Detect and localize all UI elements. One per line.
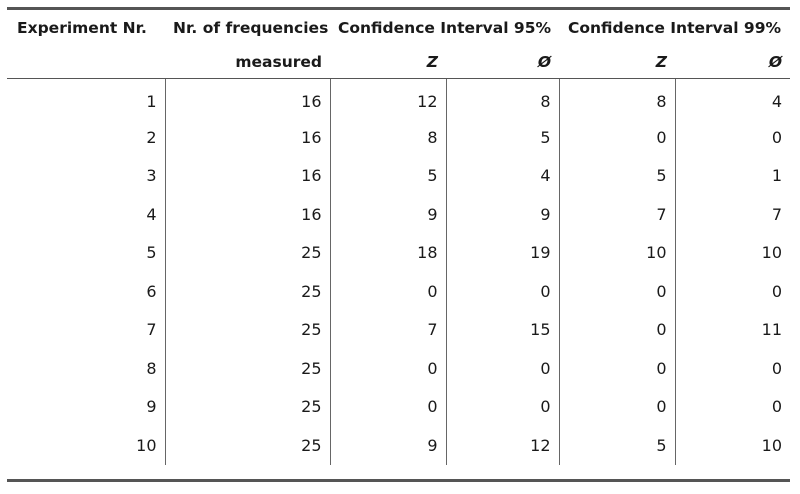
cell-z95: 9	[330, 426, 447, 465]
cell-phi95: 4	[446, 156, 560, 195]
cell-phi95: 12	[446, 426, 560, 465]
cell-phi95: 0	[446, 349, 560, 388]
cell-frequencies: 25	[165, 233, 331, 272]
table-row: 10 25 9 12 5 10	[7, 426, 790, 465]
table-row: 7 25 7 15 0 11	[7, 310, 790, 349]
cell-phi95: 0	[446, 387, 560, 426]
cell-z99: 5	[559, 426, 676, 465]
table-row: 4 16 9 9 7 7	[7, 195, 790, 234]
cell-phi99: 4	[771, 92, 782, 111]
cell-phi99: 11	[761, 320, 782, 340]
cell-phi99: 0	[771, 358, 782, 378]
bottom-rule	[7, 478, 790, 482]
cell-experiment: 1	[7, 78, 166, 118]
cell-experiment: 9	[7, 387, 166, 426]
experiment-table: Experiment Nr. Nr. of frequencies Confid…	[7, 10, 790, 465]
header-phi99: Ø	[675, 45, 790, 79]
table-row: 5 25 18 19 10 10	[7, 233, 790, 272]
header-z95: Z	[330, 45, 446, 79]
cell-z99: 8	[559, 78, 676, 118]
cell-frequencies: 25	[165, 349, 331, 388]
cell-z99: 5	[559, 156, 676, 195]
cell-experiment: 5	[7, 233, 166, 272]
cell-experiment: 7	[7, 310, 166, 349]
cell-z99: 10	[559, 233, 676, 272]
table-row: 1 16 12 8 8 4	[7, 78, 790, 118]
table-row: 3 16 5 4 5 1	[7, 156, 790, 195]
cell-phi99: 0	[771, 281, 782, 301]
cell-phi95: 19	[446, 233, 560, 272]
cell-z95: 0	[330, 272, 447, 311]
cell-z95: 5	[330, 156, 447, 195]
cell-experiment: 10	[7, 426, 166, 465]
table-row: 9 25 0 0 0 0	[7, 387, 790, 426]
cell-frequencies: 16	[165, 118, 331, 157]
cell-experiment: 8	[7, 349, 166, 388]
cell-z95: 7	[330, 310, 447, 349]
cell-frequencies: 16	[165, 156, 331, 195]
cell-z99: 7	[559, 195, 676, 234]
header-ci95: Confidence Interval 95%	[338, 18, 552, 37]
cell-z95: 0	[330, 387, 447, 426]
header-phi95: Ø	[446, 45, 559, 79]
cell-experiment: 2	[7, 118, 166, 157]
cell-z95: 12	[330, 78, 447, 118]
table-row: 2 16 8 5 0 0	[7, 118, 790, 157]
header-z99: Z	[559, 45, 675, 79]
cell-experiment: 3	[7, 156, 166, 195]
cell-phi99: 7	[771, 204, 782, 224]
cell-z95: 0	[330, 349, 447, 388]
cell-experiment: 4	[7, 195, 166, 234]
cell-z99: 0	[559, 387, 676, 426]
cell-z95: 9	[330, 195, 447, 234]
header-row-2: measured Z Ø Z Ø	[7, 45, 790, 79]
cell-frequencies: 16	[165, 78, 331, 118]
cell-frequencies: 25	[165, 310, 331, 349]
header-frequencies-line1: Nr. of frequencies	[173, 18, 329, 37]
table-row: 6 25 0 0 0 0	[7, 272, 790, 311]
cell-z99: 0	[559, 272, 676, 311]
table-row: 8 25 0 0 0 0	[7, 349, 790, 388]
cell-phi99: 0	[771, 127, 782, 147]
cell-frequencies: 25	[165, 272, 331, 311]
cell-phi95: 8	[446, 78, 560, 118]
cell-z99: 0	[559, 349, 676, 388]
cell-phi99: 10	[761, 435, 782, 455]
cell-phi95: 0	[446, 272, 560, 311]
cell-phi95: 5	[446, 118, 560, 157]
cell-phi99: 0	[771, 397, 782, 417]
cell-z99: 0	[559, 118, 676, 157]
header-ci99: Confidence Interval 99%	[567, 18, 782, 37]
cell-phi95: 9	[446, 195, 560, 234]
top-rule	[7, 7, 790, 10]
header-row-1: Experiment Nr. Nr. of frequencies Confid…	[7, 10, 790, 45]
header-experiment: Experiment Nr.	[17, 18, 147, 37]
cell-z95: 8	[330, 118, 447, 157]
cell-z99: 0	[559, 310, 676, 349]
cell-phi99: 10	[761, 243, 782, 263]
cell-phi95: 15	[446, 310, 560, 349]
header-empty	[7, 45, 165, 79]
cell-z95: 18	[330, 233, 447, 272]
header-frequencies-line2: measured	[165, 45, 330, 79]
cell-frequencies: 25	[165, 426, 331, 465]
cell-experiment: 6	[7, 272, 166, 311]
cell-frequencies: 16	[165, 195, 331, 234]
cell-phi99: 1	[771, 166, 782, 186]
data-table-container: Experiment Nr. Nr. of frequencies Confid…	[7, 7, 790, 482]
cell-frequencies: 25	[165, 387, 331, 426]
